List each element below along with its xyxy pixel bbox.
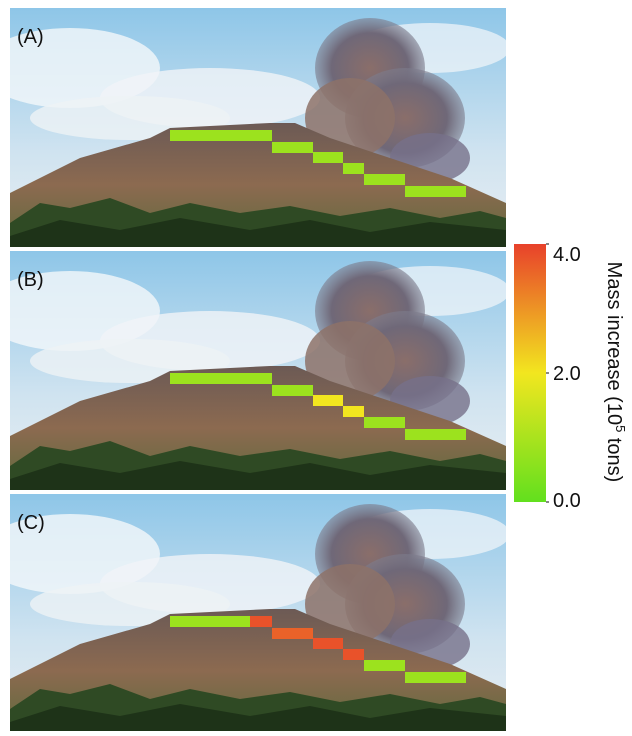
colorbar-label: Mass increase (105 tons) [603, 262, 628, 483]
photo [0, 494, 510, 731]
segment [313, 395, 343, 406]
figure: (A) (B) (C) 0.0 2.0 4.0 Mass increase (105 ton… [0, 0, 632, 731]
segment [170, 373, 250, 384]
segment [170, 130, 250, 141]
segment [250, 130, 272, 141]
tick-label: 4.0 [553, 244, 581, 266]
segment [364, 417, 405, 428]
segment [272, 142, 313, 153]
segment [313, 152, 343, 163]
segment [343, 649, 364, 660]
photo [0, 8, 510, 247]
segment [343, 163, 364, 174]
segment [405, 672, 466, 683]
label-prefix: Mass increase (10 [603, 262, 625, 425]
segment [272, 385, 313, 396]
panel-label: (A) [17, 26, 44, 48]
segment [364, 174, 405, 185]
label-suffix: tons) [603, 432, 625, 482]
segment [170, 616, 250, 627]
panel-label: (B) [17, 269, 44, 291]
segment [364, 660, 405, 671]
segment [405, 429, 466, 440]
segment [405, 186, 466, 197]
segment [343, 406, 364, 417]
tick-label: 0.0 [553, 490, 581, 512]
segment [313, 638, 343, 649]
segment [272, 628, 313, 639]
panel-label: (C) [17, 512, 45, 534]
label-exponent: 5 [613, 425, 628, 432]
segment [250, 373, 272, 384]
photo [0, 251, 510, 490]
tick-label: 2.0 [553, 363, 581, 385]
colorbar [514, 244, 546, 502]
segment [250, 616, 272, 627]
